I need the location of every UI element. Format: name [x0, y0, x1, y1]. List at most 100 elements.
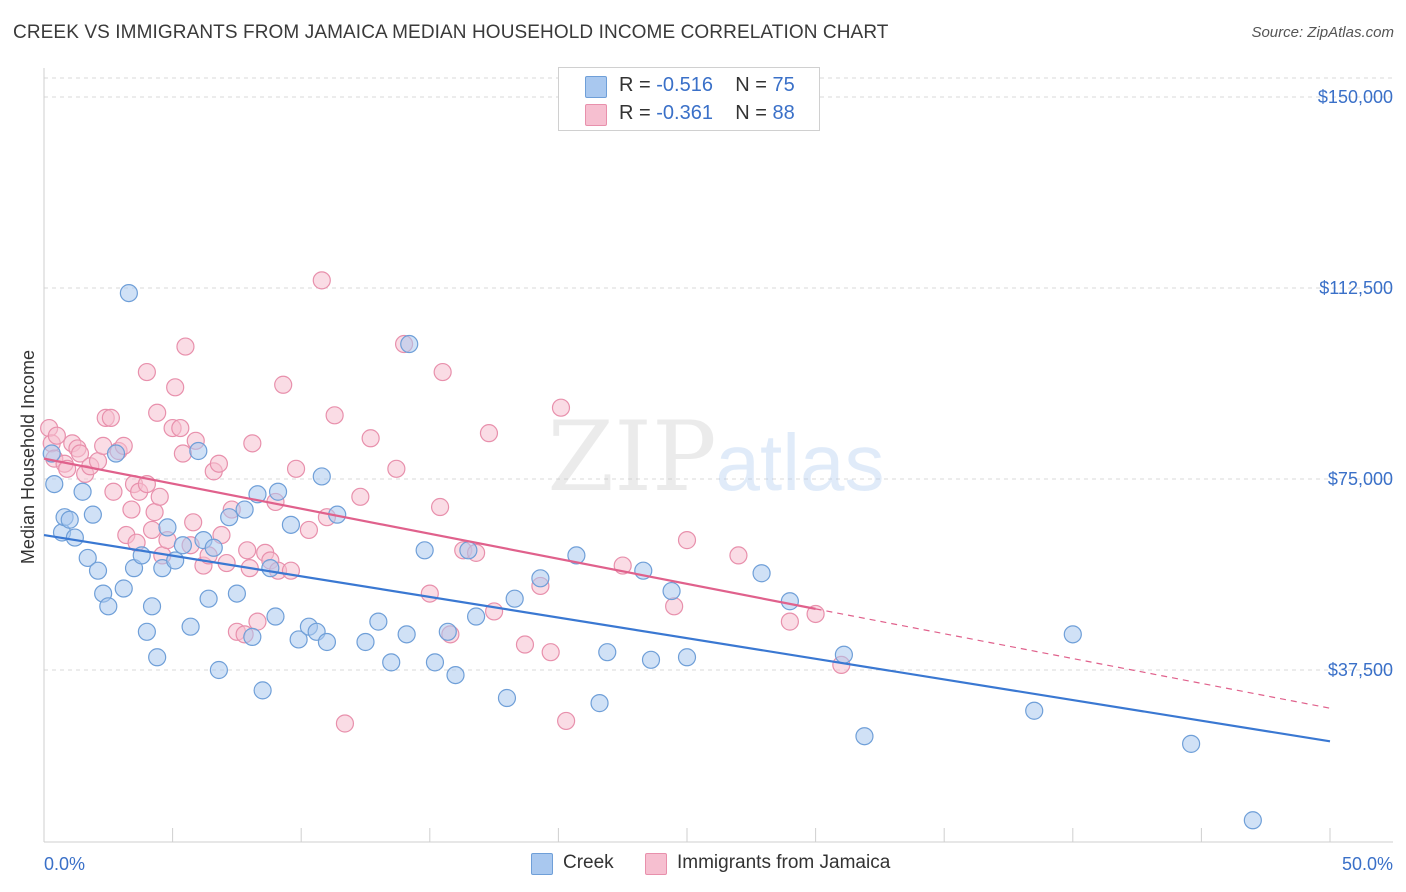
- creek-point: [400, 334, 419, 354]
- jamaica-point: [70, 444, 90, 463]
- creek-point: [235, 500, 254, 519]
- jamaica-point: [209, 454, 228, 473]
- x-tick-label-min: 0.0%: [44, 854, 85, 874]
- watermark-zip: ZIP: [547, 401, 716, 513]
- jamaica-point: [325, 406, 344, 425]
- creek-point: [312, 467, 331, 486]
- jamaica-point: [145, 503, 164, 522]
- jamaica-trend-line: [43, 457, 816, 610]
- creek-point: [204, 538, 223, 557]
- creek-point: [382, 653, 401, 672]
- creek-point: [752, 564, 771, 583]
- creek-point: [369, 612, 388, 631]
- creek-point: [209, 660, 228, 680]
- jamaica-point: [150, 487, 169, 506]
- jamaica-trend-extension: [815, 608, 1331, 709]
- creek-point: [199, 589, 218, 608]
- jamaica-point: [101, 408, 120, 427]
- watermark: ZIP atlas: [547, 401, 884, 513]
- jamaica-point: [274, 375, 293, 394]
- creek-point: [1025, 701, 1044, 720]
- r-label: R =: [619, 102, 651, 124]
- jamaica-point: [780, 612, 799, 631]
- correlation-legend: R = -0.516 N = 75 R = -0.361 N = 88: [558, 67, 820, 131]
- creek-point: [45, 474, 64, 494]
- gridlines: [44, 77, 1393, 671]
- jamaica-point: [387, 459, 406, 478]
- jamaica-swatch: [585, 104, 607, 126]
- creek-point: [531, 569, 550, 588]
- creek-point: [317, 632, 337, 652]
- jamaica-point: [299, 520, 319, 540]
- creek-point: [253, 681, 272, 700]
- creek-point: [148, 648, 167, 667]
- creek-point: [266, 607, 285, 626]
- creek-point: [662, 581, 681, 601]
- source-label: Source: ZipAtlas.com: [1251, 24, 1394, 41]
- y-tick-label: $112,500: [1319, 278, 1393, 298]
- creek-point: [268, 482, 288, 501]
- watermark-atlas: atlas: [716, 418, 885, 507]
- n-label: N =: [735, 74, 767, 96]
- creek-point: [855, 727, 874, 746]
- jamaica-point: [286, 459, 306, 478]
- jamaica-point: [184, 513, 203, 532]
- jamaica-point: [335, 714, 355, 733]
- creek-point: [181, 617, 200, 636]
- creek-point: [415, 541, 434, 560]
- bottom-legend-jamaica-label: Immigrants from Jamaica: [677, 852, 891, 873]
- creek-point: [1063, 625, 1082, 644]
- r-value-creek: -0.516: [656, 74, 713, 96]
- creek-point: [281, 515, 301, 534]
- creek-point: [99, 597, 118, 616]
- creek-point: [42, 444, 61, 463]
- n-label: N =: [735, 102, 767, 124]
- creek-point: [598, 643, 617, 662]
- creek-point: [590, 694, 609, 713]
- creek-point: [446, 665, 465, 685]
- creek-point: [78, 548, 97, 568]
- creek-point: [641, 650, 661, 669]
- creek-point: [227, 584, 246, 603]
- jamaica-point: [430, 497, 450, 517]
- jamaica-point: [142, 520, 162, 540]
- y-tick-label: $37,500: [1328, 660, 1393, 680]
- creek-point: [356, 632, 375, 652]
- jamaica-point: [173, 444, 192, 463]
- jamaica-point: [515, 635, 535, 654]
- creek-point: [88, 561, 108, 580]
- r-value-jamaica: -0.361: [656, 102, 713, 124]
- creek-point: [459, 541, 478, 560]
- creek-point: [65, 528, 84, 547]
- creek-point: [677, 648, 697, 667]
- jamaica-point: [541, 643, 560, 662]
- jamaica-point: [433, 362, 452, 382]
- chart-title: CREEK VS IMMIGRANTS FROM JAMAICA MEDIAN …: [13, 22, 889, 43]
- jamaica-point: [665, 597, 684, 616]
- jamaica-point: [243, 434, 262, 453]
- creek-point: [106, 444, 126, 463]
- creek-point: [497, 688, 517, 708]
- jamaica-point: [729, 546, 748, 565]
- jamaica-point: [361, 429, 380, 448]
- n-value-creek: 75: [772, 74, 795, 96]
- creek-point: [261, 559, 280, 578]
- creek-point: [438, 622, 457, 641]
- creek-point: [137, 622, 156, 641]
- x-tick-label-max: 50.0%: [1342, 854, 1393, 874]
- creek-point: [1182, 734, 1201, 753]
- n-value-jamaica: 88: [772, 102, 795, 124]
- creek-point: [397, 625, 416, 644]
- creek-point: [83, 505, 102, 524]
- jamaica-point: [176, 337, 195, 356]
- creek-swatch: [585, 76, 607, 98]
- y-tick-labels: $37,500 $75,000 $112,500 $150,000: [1318, 87, 1393, 680]
- jamaica-point: [551, 398, 571, 417]
- jamaica-point: [677, 531, 697, 550]
- jamaica-point: [166, 378, 185, 397]
- creek-point: [466, 607, 486, 626]
- jamaica-point: [122, 500, 141, 519]
- creek-point: [425, 653, 445, 672]
- trend-lines: [43, 457, 1331, 743]
